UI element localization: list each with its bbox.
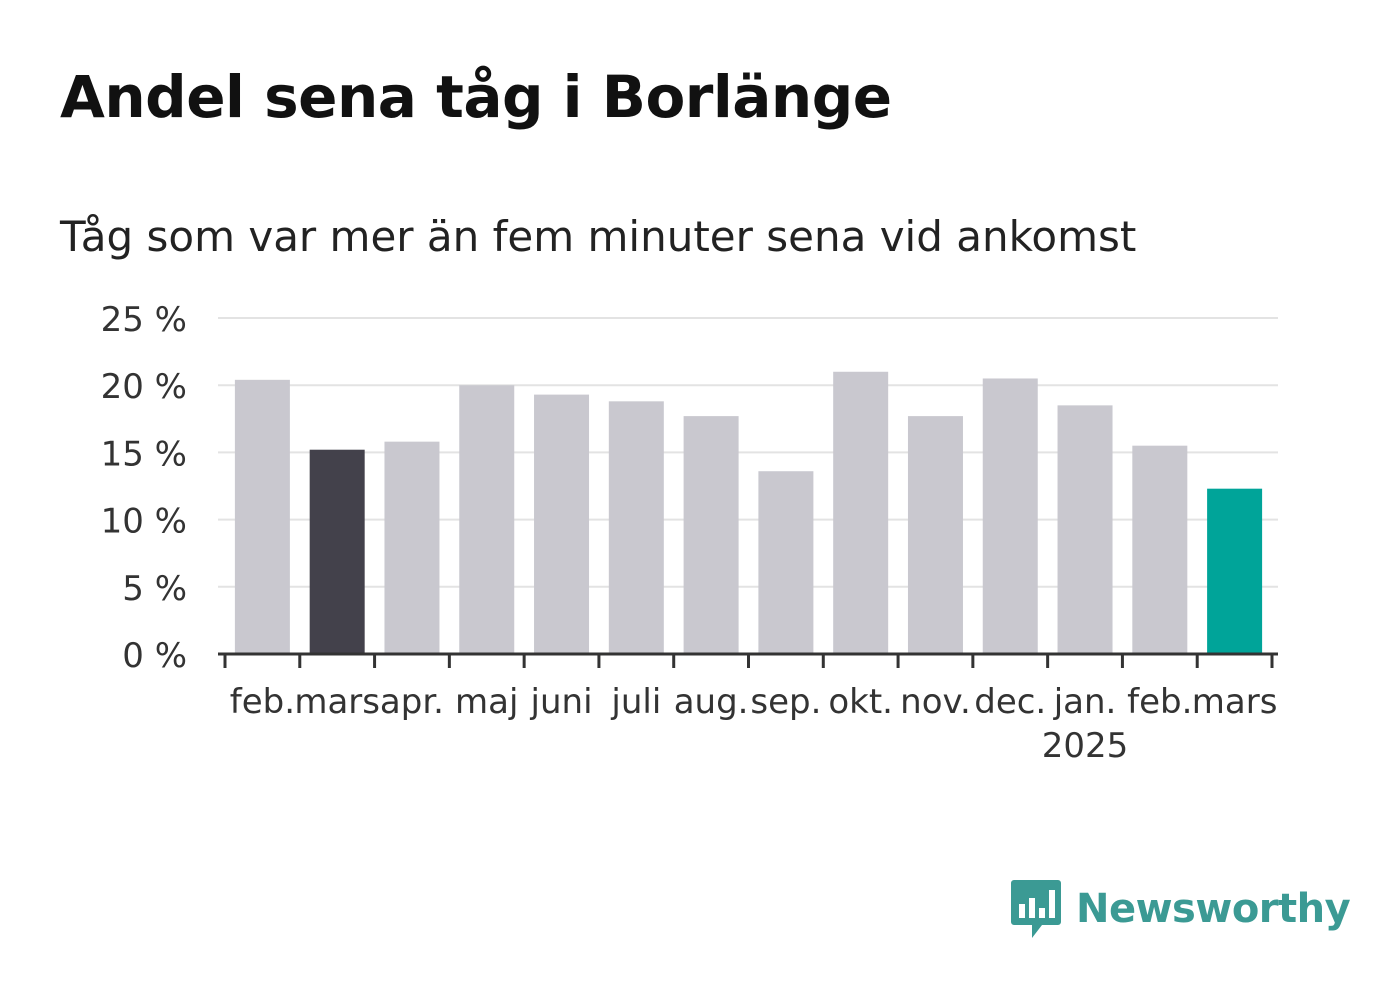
bar (833, 371, 889, 654)
bar (234, 379, 290, 654)
x-axis (218, 652, 1278, 668)
bar (384, 441, 440, 654)
x-axis-tick-labels: feb. mars apr. maj juni juli aug. sep. okt. nov. d… (230, 682, 1278, 766)
bar (683, 416, 739, 654)
bar (1207, 488, 1263, 654)
bar (1057, 405, 1113, 654)
brand-name: Newsworthy (1076, 886, 1351, 932)
newsworthy-logo: Newsworthy (1010, 878, 1351, 940)
bar (982, 378, 1038, 654)
x-tick-label: nov. (900, 682, 971, 722)
y-tick-label: 20 % (101, 367, 187, 407)
x-tick-year-label: 2025 (1042, 726, 1129, 766)
bar (309, 449, 365, 654)
grid-lines (218, 317, 1278, 588)
x-tick-label: jan. (1053, 682, 1117, 722)
bar (534, 394, 590, 654)
x-tick-label: feb. (1127, 682, 1192, 722)
x-tick-label: aug. (674, 682, 749, 722)
bar (907, 416, 963, 654)
y-axis-tick-labels: 0 % 5 % 10 % 15 % 20 % 25 % (101, 300, 187, 676)
bars (234, 371, 1263, 654)
x-tick-label: juli (610, 682, 661, 722)
bar (459, 385, 515, 654)
y-tick-label: 25 % (101, 300, 187, 340)
bar (608, 401, 664, 654)
x-tick-label: feb. (230, 682, 295, 722)
chart-subtitle: Tåg som var mer än fem minuter sena vid … (60, 212, 1137, 261)
y-tick-label: 10 % (101, 502, 187, 542)
x-tick-label: okt. (828, 682, 893, 722)
y-tick-label: 5 % (122, 569, 187, 609)
x-tick-label: mars (1192, 682, 1278, 722)
bar-chart: 0 %5 %10 %15 %20 %25 % feb. mars apr. maj ju… (101, 300, 1278, 766)
y-tick-label: 15 % (101, 434, 187, 474)
x-tick-label: apr. (380, 682, 444, 722)
x-tick-label: juni (530, 682, 593, 722)
x-tick-label: mars (294, 682, 380, 722)
bar-chart-speech-bubble-icon (1011, 880, 1061, 938)
x-tick-label: sep. (750, 682, 821, 722)
chart-title: Andel sena tåg i Borlänge (60, 63, 892, 131)
y-tick-label: 0 % (122, 636, 187, 676)
x-tick-label: dec. (974, 682, 1046, 722)
bar (1132, 445, 1188, 654)
x-tick-label: maj (455, 682, 518, 722)
bar (758, 471, 814, 654)
